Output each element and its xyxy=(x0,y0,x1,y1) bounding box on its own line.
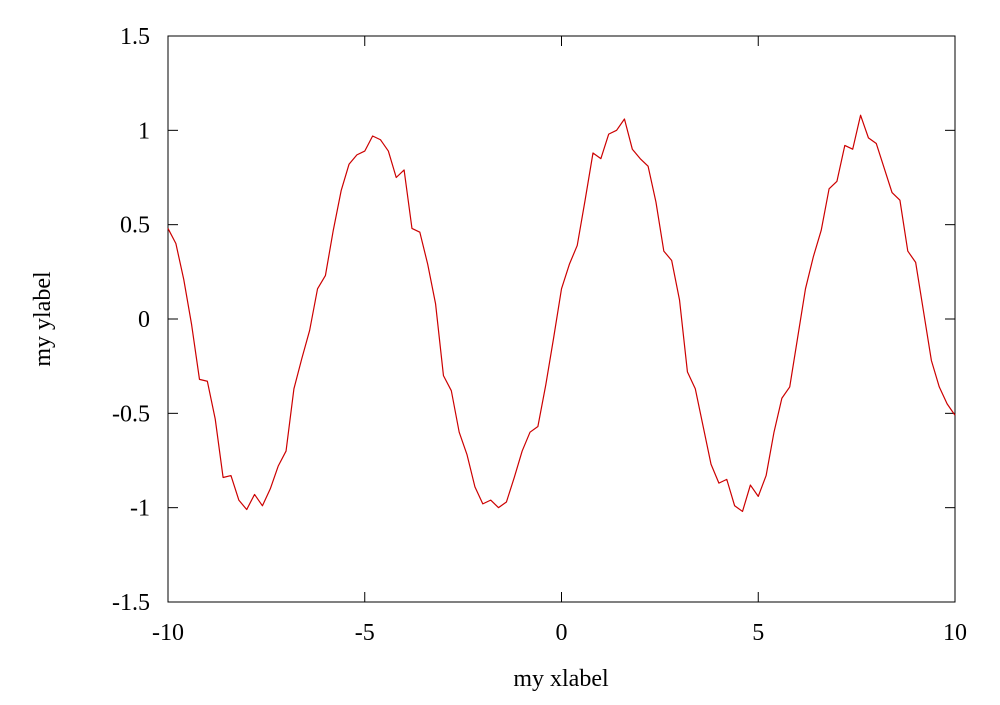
y-tick-label: 1.5 xyxy=(120,24,150,50)
plot-frame xyxy=(167,35,956,603)
y-axis-label: my ylabel xyxy=(30,271,56,367)
x-axis-label: my xlabel xyxy=(513,666,609,692)
y-tick-label: 1 xyxy=(138,118,150,144)
y-tick-label: 0.5 xyxy=(120,213,150,239)
x-tick-label: 10 xyxy=(943,620,967,646)
x-tick-label: -10 xyxy=(152,620,184,646)
x-tick-label: -5 xyxy=(355,620,375,646)
data-line xyxy=(167,114,956,513)
y-tick-label: -1.5 xyxy=(112,590,150,616)
x-tick-label: 0 xyxy=(556,620,568,646)
x-tick-label: 5 xyxy=(752,620,764,646)
y-tick-label: -0.5 xyxy=(112,401,150,427)
y-tick-label: -1 xyxy=(130,496,150,522)
y-tick-label: 0 xyxy=(138,307,150,333)
